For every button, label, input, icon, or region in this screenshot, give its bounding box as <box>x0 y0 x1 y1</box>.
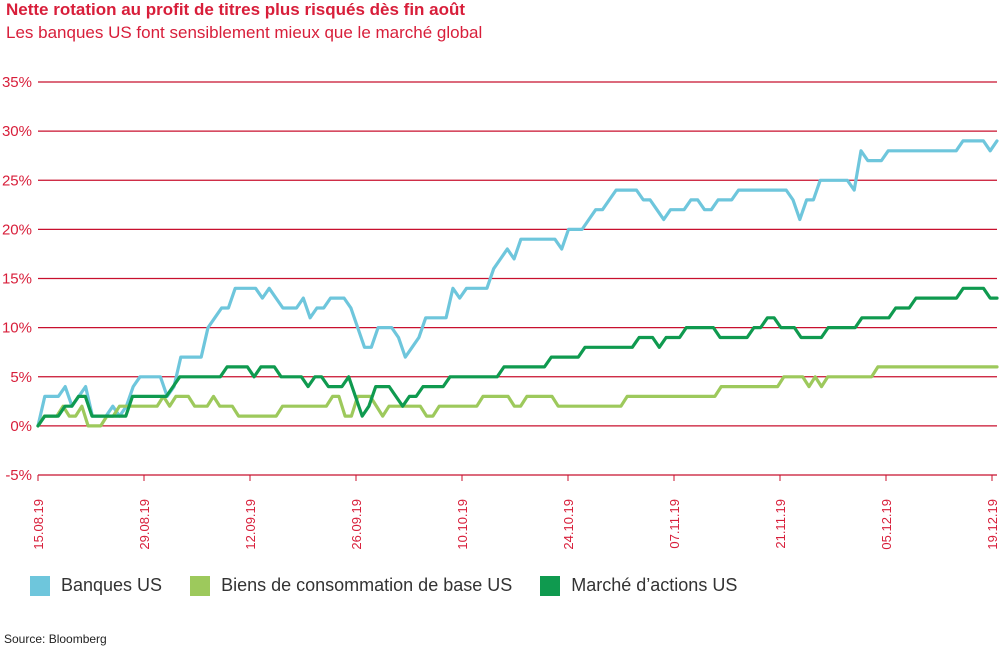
y-tick-label: 25% <box>2 172 32 189</box>
chart-title: Nette rotation au profit de titres plus … <box>6 0 466 19</box>
legend-label-biens: Biens de consommation de base US <box>221 575 513 595</box>
series-line-0 <box>36 139 999 428</box>
x-tick-label: 26.09.19 <box>349 499 364 550</box>
y-tick-label: 5% <box>10 369 32 386</box>
y-tick-label: 15% <box>2 271 32 288</box>
y-tick-label: 10% <box>2 320 32 337</box>
y-tick-label: 0% <box>10 418 32 435</box>
line-chart: 35% 30% 25% 20% 15% 10% 5% 0% -5% 15.08.19 29.08.… <box>2 74 999 550</box>
source-note: Source: Bloomberg <box>4 632 107 646</box>
legend-swatch-biens <box>190 575 211 596</box>
x-tick-label: 10.10.19 <box>455 499 470 550</box>
y-tick-label: 30% <box>2 123 32 140</box>
legend: Banques US Biens de consommation de base… <box>30 575 765 596</box>
y-tick-label: -5% <box>5 467 32 484</box>
x-tick-label: 24.10.19 <box>561 499 576 550</box>
y-axis-ticks: 35% 30% 25% 20% 15% 10% 5% 0% -5% <box>2 74 32 484</box>
legend-item-biens: Biens de consommation de base US <box>190 575 512 596</box>
x-tick-label: 21.11.19 <box>773 499 788 549</box>
legend-item-marche: Marché d’actions US <box>540 575 737 596</box>
chart-subtitle: Les banques US font sensiblement mieux q… <box>6 23 483 42</box>
x-tick-label: 29.08.19 <box>137 499 152 550</box>
grid-lines <box>38 81 997 476</box>
legend-item-banques: Banques US <box>30 575 162 596</box>
legend-swatch-marche <box>540 575 561 596</box>
series-line-1 <box>36 365 999 428</box>
y-tick-label: 20% <box>2 221 32 238</box>
legend-label-banques: Banques US <box>61 575 163 595</box>
series-line-2 <box>36 286 999 428</box>
x-tick-label: 05.12.19 <box>879 499 894 550</box>
legend-label-marche: Marché d’actions US <box>571 575 738 595</box>
x-tick-label: 12.09.19 <box>243 499 258 550</box>
legend-swatch-banques <box>30 575 50 596</box>
series-lines <box>36 139 999 428</box>
y-tick-label: 35% <box>2 74 32 91</box>
x-tick-label: 15.08.19 <box>31 499 46 550</box>
x-axis-ticks: 15.08.19 29.08.19 12.09.19 26.09.19 10.10.19… <box>31 475 999 550</box>
x-tick-label: 07.11.19 <box>667 499 682 549</box>
x-tick-label: 19.12.19 <box>985 499 999 550</box>
